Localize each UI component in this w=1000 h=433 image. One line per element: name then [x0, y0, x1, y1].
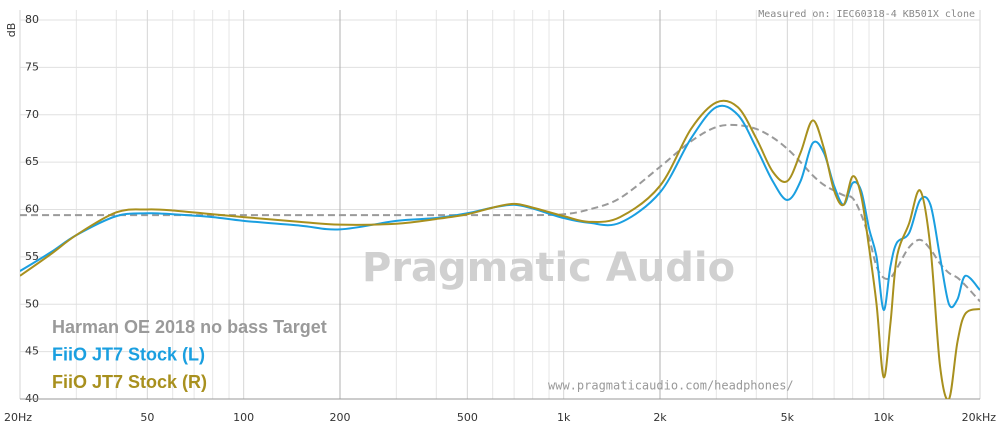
x-tick-label: 2k — [653, 411, 667, 424]
x-tick-label: 500 — [457, 411, 478, 424]
url-note: www.pragmaticaudio.com/headphones/ — [548, 379, 794, 393]
series-line — [20, 123, 980, 303]
y-tick-label: 55 — [25, 250, 39, 263]
lines — [20, 99, 980, 399]
legend-entry: FiiO JT7 Stock (L) — [52, 344, 205, 364]
y-tick-label: 70 — [25, 108, 39, 121]
legend-entry: Harman OE 2018 no bass Target — [52, 317, 327, 337]
x-tick-label: 20kHz — [962, 411, 997, 424]
x-tick-label: 10k — [873, 411, 894, 424]
y-tick-label: 80 — [25, 13, 39, 26]
y-tick-label: 45 — [25, 345, 39, 358]
x-tick-label: 50 — [140, 411, 154, 424]
y-axis-label: dB — [5, 23, 18, 38]
x-tick-label: 20Hz — [4, 411, 32, 424]
series-line — [20, 99, 980, 399]
grid — [19, 10, 981, 400]
y-tick-label: 75 — [25, 60, 39, 73]
y-tick-label: 50 — [25, 297, 39, 310]
x-tick-label: 1k — [557, 411, 571, 424]
plot-area — [20, 10, 980, 399]
x-tick-label: 5k — [781, 411, 795, 424]
legend-entry: FiiO JT7 Stock (R) — [52, 372, 207, 392]
y-tick-label: 60 — [25, 203, 39, 216]
x-tick-label: 200 — [330, 411, 351, 424]
watermark: Pragmatic Audio — [362, 245, 735, 291]
y-tick-label: 65 — [25, 155, 39, 168]
x-tick-label: 100 — [233, 411, 254, 424]
measurement-note: Measured on: IEC60318-4 KB501X clone — [758, 9, 975, 20]
